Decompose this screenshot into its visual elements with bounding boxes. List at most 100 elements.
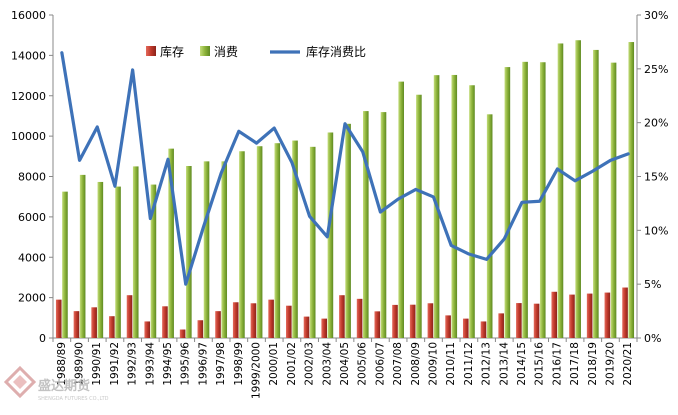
x-tick-label: 1996/97	[197, 342, 209, 386]
consumption-bar	[309, 146, 316, 338]
stock-bar	[392, 304, 398, 338]
stock-bar	[533, 303, 540, 338]
stock-bar	[356, 298, 363, 338]
right-tick-label: 30%	[644, 9, 668, 22]
consumption-bar	[274, 143, 281, 338]
axes: 0 2000 4000 6000 8000 10000 12000 14000 16000 0% 5…	[11, 9, 668, 399]
ratio-line	[60, 51, 630, 286]
stock-bar	[286, 305, 292, 338]
x-tick-label: 1993/94	[144, 342, 156, 386]
consumption-bar	[327, 132, 334, 338]
bars	[55, 40, 635, 339]
legend-stock-label: 库存	[160, 44, 184, 59]
consumption-bar	[150, 184, 157, 338]
consumption-bar	[451, 74, 458, 338]
stock-bar	[321, 318, 328, 338]
right-tick-label: 15%	[644, 171, 668, 184]
x-tick-label: 1991/92	[109, 342, 121, 386]
stock-bar	[551, 291, 558, 338]
ratio-line-path	[60, 51, 630, 286]
watermark: 盛达期货 SHENGDA FUTURES CO.,LTD	[3, 365, 109, 402]
stock-bar	[109, 316, 115, 338]
x-tick-label: 2014/15	[516, 342, 528, 386]
x-tick-label: 1989/90	[74, 342, 86, 386]
consumption-bar	[292, 140, 298, 338]
consumption-bar	[398, 81, 404, 339]
left-tick-label: 10000	[11, 130, 46, 143]
stock-bar	[374, 311, 381, 338]
stock-bar	[622, 287, 628, 338]
watermark-name: 盛达期货	[38, 378, 90, 394]
x-tick-label: 1992/93	[127, 342, 139, 386]
x-tick-label: 2005/06	[357, 342, 369, 386]
x-tick-label: 2003/04	[321, 342, 333, 386]
left-tick-label: 16000	[11, 9, 46, 22]
consumption-bar	[628, 42, 635, 339]
legend-ratio-label: 库存消费比	[306, 44, 366, 59]
x-tick-label: 2019/20	[604, 342, 616, 386]
x-tick-label: 2020/21	[622, 342, 634, 386]
stock-bar	[232, 302, 239, 338]
stock-bar	[179, 329, 186, 338]
consumption-bar	[62, 191, 68, 338]
right-tick-label: 0%	[644, 332, 661, 345]
left-tick-label: 6000	[18, 211, 46, 224]
stock-bar	[569, 294, 575, 338]
right-tick-label: 20%	[644, 117, 668, 130]
consumption-bar	[79, 174, 86, 338]
consumption-bar	[168, 148, 174, 338]
x-tick-label: 2008/09	[410, 342, 422, 386]
x-tick-label: 1988/89	[56, 342, 68, 386]
legend: 库存 消费 库存消费比	[146, 44, 366, 59]
x-tick-label: 2001/02	[286, 342, 298, 386]
x-tick-label: 2018/19	[587, 342, 599, 386]
consumption-bar	[97, 181, 104, 338]
left-tick-label: 14000	[11, 49, 46, 62]
stock-bar	[445, 315, 451, 338]
consumption-bar	[115, 186, 121, 338]
x-tick-label: 2013/14	[498, 342, 510, 386]
consumption-bar	[486, 114, 493, 338]
stock-bar	[144, 321, 151, 338]
x-tick-label: 2000/01	[268, 342, 280, 386]
stock-bar	[516, 303, 522, 338]
stock-bar	[462, 318, 469, 338]
x-tick-label: 1999/2000	[251, 342, 263, 399]
stock-bar	[480, 321, 487, 338]
x-tick-label: 1997/98	[215, 342, 227, 386]
x-tick-label: 1990/91	[91, 342, 103, 386]
consumption-bar	[504, 67, 511, 339]
consumption-bar	[380, 112, 387, 339]
stock-bar	[197, 320, 204, 338]
right-tick-label: 10%	[644, 224, 668, 237]
legend-consumption-label: 消费	[214, 45, 238, 59]
consumption-bar	[539, 62, 546, 339]
x-tick-label: 2009/10	[427, 342, 439, 386]
x-tick-label: 2017/18	[569, 342, 581, 386]
watermark-logo-icon	[3, 365, 37, 399]
x-tick-label: 2016/17	[551, 342, 563, 386]
watermark-sub: SHENGDA FUTURES CO.,LTD	[38, 396, 109, 402]
x-tick-label: 2012/13	[481, 342, 493, 386]
legend-consumption-swatch	[200, 46, 210, 56]
stock-bar	[409, 304, 416, 338]
x-tick-label: 1998/99	[233, 342, 245, 386]
right-tick-label: 5%	[644, 278, 661, 291]
stock-bar	[162, 306, 168, 338]
consumption-bar	[186, 166, 192, 338]
left-tick-label: 0	[39, 332, 46, 345]
consumption-bar	[593, 49, 599, 338]
consumption-bar	[522, 61, 528, 339]
consumption-bar	[557, 43, 564, 338]
x-tick-label: 2015/16	[534, 342, 546, 386]
x-tick-label: 2007/08	[392, 342, 404, 386]
stock-bar	[91, 307, 97, 338]
consumption-bar	[610, 62, 617, 339]
consumption-bar	[345, 123, 351, 338]
stock-bar	[339, 295, 345, 338]
legend-stock-swatch	[146, 46, 156, 56]
stock-bar	[427, 303, 434, 338]
stock-bar	[303, 316, 310, 338]
x-tick-label: 2006/07	[374, 342, 386, 386]
